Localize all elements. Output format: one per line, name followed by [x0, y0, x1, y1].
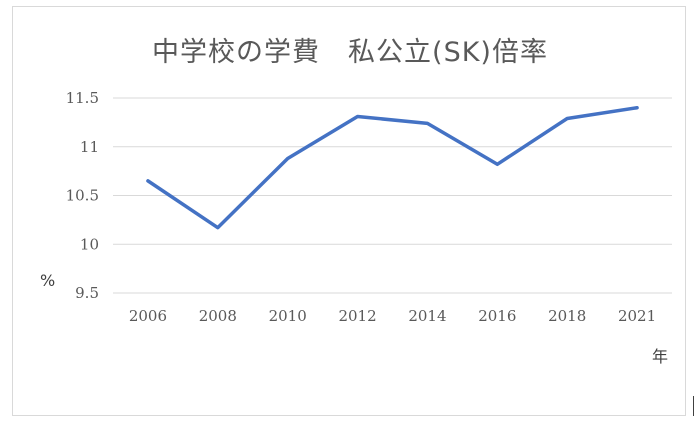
y-tick-label: 11: [80, 138, 99, 156]
y-axis-unit: %: [40, 271, 55, 290]
x-axis-unit: 年: [652, 347, 668, 366]
data-point: [287, 157, 289, 159]
x-tick-label: 2008: [199, 307, 237, 325]
chart-frame: [12, 6, 686, 416]
data-point: [566, 117, 568, 119]
x-tick-label: 2018: [548, 307, 586, 325]
chart-title: 中学校の学費 私公立(SK)倍率: [152, 37, 548, 68]
x-tick-label: 2010: [269, 307, 307, 325]
x-tick-label: 2016: [478, 307, 516, 325]
data-point: [426, 122, 428, 124]
x-tick-label: 2006: [129, 307, 167, 325]
x-tick-label: 2014: [408, 307, 446, 325]
y-tick-label: 10: [80, 235, 99, 253]
x-tick-label: 2012: [338, 307, 376, 325]
data-point: [217, 227, 219, 229]
data-point: [636, 107, 638, 109]
y-tick-label: 10.5: [66, 187, 99, 205]
y-tick-label: 9.5: [75, 284, 99, 302]
y-tick-label: 11.5: [66, 89, 99, 107]
data-point: [496, 163, 498, 165]
x-tick-label: 2021: [618, 307, 656, 325]
series-line: [146, 106, 639, 230]
data-point: [147, 180, 149, 182]
text-cursor: [693, 396, 694, 416]
data-point: [357, 116, 359, 118]
